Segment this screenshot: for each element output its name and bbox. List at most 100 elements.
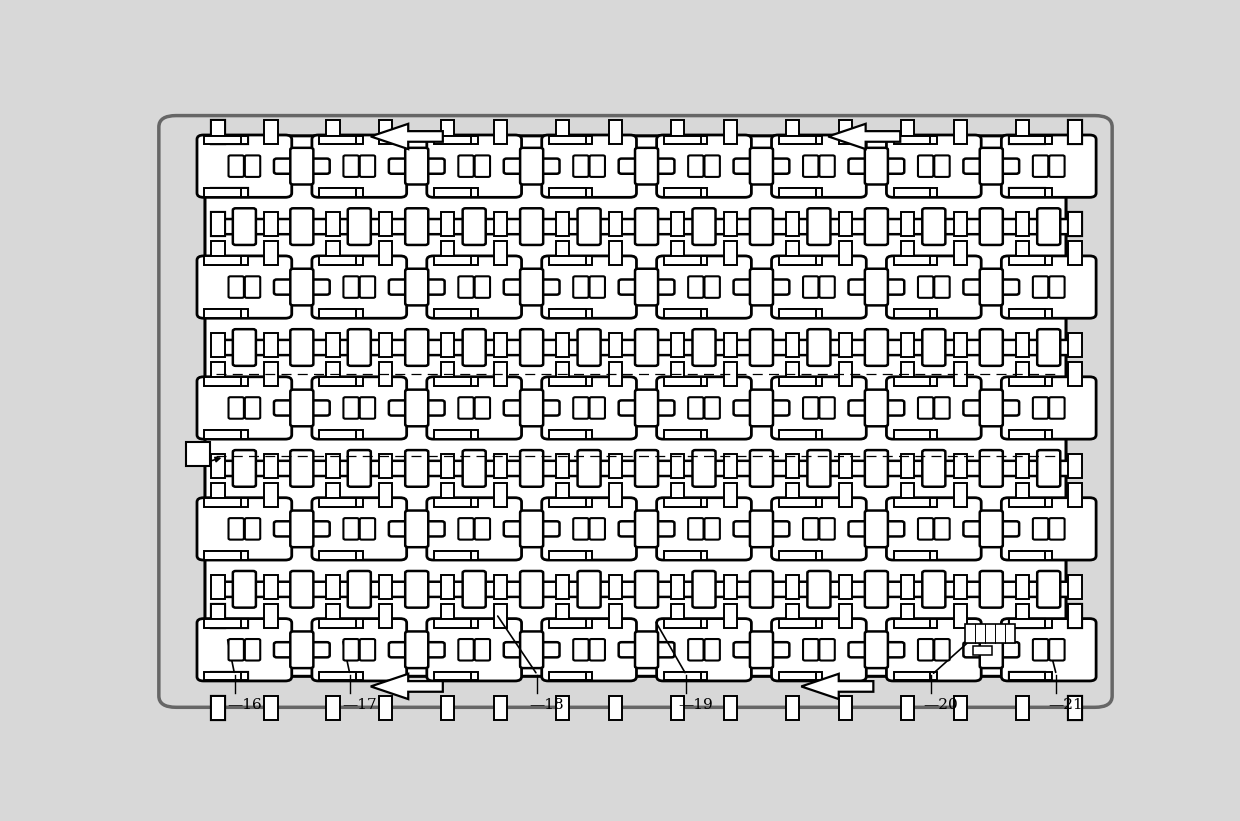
Bar [900, 498, 937, 507]
Bar [1069, 575, 1081, 599]
Bar [671, 135, 707, 144]
FancyBboxPatch shape [312, 377, 407, 439]
FancyBboxPatch shape [475, 277, 490, 298]
Bar [549, 135, 585, 144]
Polygon shape [801, 674, 873, 699]
Bar [900, 695, 914, 720]
Bar [326, 256, 362, 265]
FancyBboxPatch shape [848, 461, 904, 476]
FancyBboxPatch shape [1033, 639, 1048, 661]
FancyBboxPatch shape [331, 461, 387, 476]
Bar [1069, 454, 1081, 478]
Bar [724, 333, 737, 357]
Bar [326, 429, 362, 438]
Bar [211, 619, 248, 628]
FancyBboxPatch shape [274, 340, 330, 355]
Bar [211, 672, 248, 681]
Bar [264, 241, 278, 265]
FancyBboxPatch shape [427, 618, 522, 681]
Bar [894, 619, 930, 628]
FancyBboxPatch shape [1049, 155, 1065, 177]
Bar [838, 241, 852, 265]
FancyBboxPatch shape [331, 219, 387, 234]
Bar [900, 309, 937, 318]
Bar [494, 241, 507, 265]
Bar [609, 333, 622, 357]
FancyBboxPatch shape [692, 329, 715, 366]
FancyBboxPatch shape [405, 209, 428, 245]
Bar [205, 309, 241, 318]
FancyBboxPatch shape [657, 377, 751, 439]
Bar [671, 575, 684, 599]
Bar [1016, 241, 1029, 265]
FancyBboxPatch shape [963, 582, 1019, 597]
Bar [900, 604, 914, 628]
Bar [779, 672, 816, 681]
Bar [205, 135, 241, 144]
Bar [671, 188, 707, 197]
Bar [556, 188, 593, 197]
Bar [1069, 695, 1081, 720]
Polygon shape [828, 124, 900, 149]
Bar [1069, 212, 1081, 236]
FancyBboxPatch shape [542, 135, 636, 197]
Bar [205, 429, 241, 438]
FancyBboxPatch shape [589, 155, 605, 177]
FancyBboxPatch shape [244, 639, 260, 661]
FancyBboxPatch shape [244, 155, 260, 177]
FancyBboxPatch shape [980, 571, 1003, 608]
FancyBboxPatch shape [1033, 518, 1048, 539]
Bar [494, 483, 507, 507]
Bar [894, 672, 930, 681]
FancyBboxPatch shape [1033, 397, 1048, 419]
Bar [779, 309, 816, 318]
FancyBboxPatch shape [657, 256, 751, 319]
FancyBboxPatch shape [692, 209, 715, 245]
Bar [326, 241, 340, 265]
Bar [724, 454, 737, 478]
Bar [549, 188, 585, 197]
Bar [724, 212, 737, 236]
FancyBboxPatch shape [347, 329, 371, 366]
Text: —19: —19 [678, 699, 713, 713]
FancyBboxPatch shape [290, 450, 314, 487]
FancyBboxPatch shape [1037, 450, 1060, 487]
Bar [671, 551, 707, 560]
Bar [786, 378, 822, 386]
Bar [894, 378, 930, 386]
Bar [441, 378, 477, 386]
Bar [1069, 212, 1081, 236]
Bar [671, 241, 684, 265]
FancyBboxPatch shape [475, 639, 490, 661]
FancyBboxPatch shape [360, 397, 376, 419]
Bar [671, 454, 684, 478]
Bar [326, 551, 362, 560]
Bar [556, 551, 593, 560]
FancyBboxPatch shape [573, 639, 589, 661]
Bar [954, 695, 967, 720]
FancyBboxPatch shape [427, 135, 522, 197]
Bar [900, 362, 914, 386]
FancyBboxPatch shape [331, 340, 387, 355]
FancyBboxPatch shape [542, 498, 636, 560]
Bar [211, 188, 248, 197]
FancyBboxPatch shape [389, 521, 445, 536]
FancyBboxPatch shape [228, 277, 244, 298]
FancyBboxPatch shape [520, 209, 543, 245]
FancyBboxPatch shape [405, 329, 428, 366]
Text: —20: —20 [924, 699, 959, 713]
FancyBboxPatch shape [228, 155, 244, 177]
FancyBboxPatch shape [688, 518, 703, 539]
Bar [671, 212, 684, 236]
Polygon shape [371, 674, 443, 699]
Bar [211, 362, 224, 386]
FancyBboxPatch shape [750, 390, 773, 426]
FancyBboxPatch shape [791, 582, 847, 597]
Bar [326, 333, 340, 357]
Bar [954, 241, 967, 265]
Bar [379, 604, 392, 628]
FancyBboxPatch shape [197, 618, 291, 681]
Bar [441, 498, 477, 507]
FancyBboxPatch shape [205, 135, 1066, 677]
FancyBboxPatch shape [347, 450, 371, 487]
